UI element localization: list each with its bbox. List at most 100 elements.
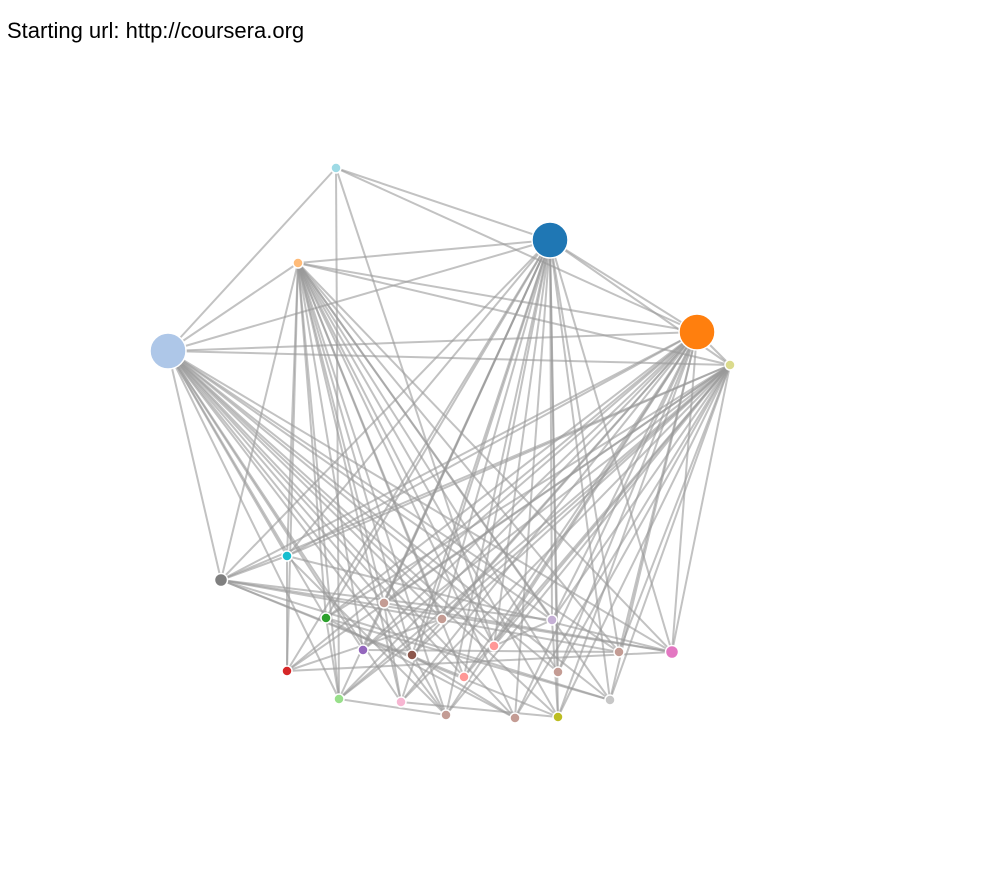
- graph-node[interactable]: [724, 359, 736, 371]
- graph-node[interactable]: [378, 597, 390, 609]
- graph-node[interactable]: [613, 646, 625, 658]
- graph-edge: [551, 331, 698, 621]
- graph-edge: [286, 555, 673, 653]
- graph-edge: [167, 350, 402, 703]
- graph-edge: [167, 350, 673, 653]
- graph-node[interactable]: [406, 649, 418, 661]
- graph-node[interactable]: [458, 671, 470, 683]
- graph-edge: [167, 350, 327, 619]
- graph-edge: [400, 331, 698, 703]
- graph-node[interactable]: [330, 162, 342, 174]
- graph-edge: [557, 364, 731, 673]
- graph-edge: [514, 331, 698, 719]
- starting-url-label: Starting url: http://coursera.org: [7, 18, 305, 43]
- graph-node[interactable]: [281, 550, 293, 562]
- graph-node[interactable]: [546, 614, 558, 626]
- graph-edge: [297, 262, 465, 678]
- graph-edge: [286, 651, 673, 672]
- graph-edge: [557, 331, 698, 718]
- graph-edge: [297, 262, 340, 700]
- graph-edge: [325, 331, 698, 619]
- graph-edge: [297, 262, 673, 653]
- graph-edge: [325, 364, 731, 619]
- graph-edge: [514, 239, 551, 719]
- graph-edge: [220, 331, 698, 581]
- graph-node[interactable]: [531, 221, 569, 259]
- graph-edge: [297, 262, 385, 604]
- graph-edges: [167, 167, 731, 719]
- graph-node[interactable]: [436, 613, 448, 625]
- graph-node[interactable]: [292, 257, 304, 269]
- graph-node[interactable]: [213, 572, 229, 588]
- graph-edge: [493, 239, 551, 647]
- graph-edge: [411, 331, 698, 656]
- graph-edge: [167, 350, 340, 700]
- graph-node[interactable]: [488, 640, 500, 652]
- graph-edge: [441, 239, 551, 620]
- graph-edge: [400, 701, 559, 718]
- graph-edge: [335, 167, 551, 241]
- graph-node[interactable]: [552, 666, 564, 678]
- graph-node[interactable]: [149, 332, 187, 370]
- graph-edge: [297, 239, 551, 264]
- graph-node[interactable]: [552, 711, 564, 723]
- graph-edge: [167, 350, 222, 581]
- graph-edge: [167, 350, 553, 621]
- graph-edge: [325, 617, 611, 701]
- graph-edge: [514, 364, 731, 719]
- graph-edge: [167, 239, 551, 352]
- graph-edge: [411, 364, 731, 656]
- graph-edge: [618, 364, 731, 653]
- graph-edge: [167, 350, 620, 653]
- graph-edge: [297, 262, 698, 333]
- graph-node[interactable]: [604, 694, 616, 706]
- graph-edge: [445, 239, 551, 716]
- graph-edge: [549, 239, 611, 701]
- graph-node[interactable]: [395, 696, 407, 708]
- graph-edge: [383, 602, 402, 703]
- graph-node[interactable]: [333, 693, 345, 705]
- graph-edge: [549, 239, 698, 333]
- graph-node[interactable]: [664, 644, 680, 660]
- graph-edge: [220, 555, 288, 581]
- graph-node[interactable]: [320, 612, 332, 624]
- graph-edge: [445, 364, 731, 716]
- graph-edge: [362, 649, 620, 653]
- graph-edge: [338, 698, 447, 716]
- graph-edge: [383, 602, 673, 653]
- graph-edge: [671, 364, 731, 653]
- graph-edge: [383, 331, 698, 604]
- graph-edge: [167, 350, 385, 604]
- graph-edge: [220, 262, 299, 581]
- graph-edge: [167, 331, 698, 352]
- graph-edge: [167, 167, 337, 352]
- graph-edge: [286, 364, 731, 557]
- graph-edge: [286, 364, 731, 672]
- graph-edge: [338, 364, 731, 700]
- graph-edge: [338, 618, 443, 700]
- graph-edge: [493, 619, 553, 647]
- graph-edge: [297, 262, 620, 653]
- graph-edge: [297, 262, 731, 366]
- graph-edge: [441, 364, 731, 620]
- graph-edge: [167, 350, 559, 673]
- graph-node[interactable]: [509, 712, 521, 724]
- graph-node[interactable]: [357, 644, 369, 656]
- graph-edge: [338, 331, 698, 700]
- graph-edge: [297, 262, 559, 718]
- graph-edge: [411, 654, 516, 719]
- graph-edge: [167, 350, 611, 701]
- graph-node[interactable]: [281, 665, 293, 677]
- graph-edge: [297, 262, 559, 673]
- graph-node[interactable]: [678, 313, 716, 351]
- graph-edge: [286, 239, 551, 557]
- graph-edge: [220, 239, 551, 581]
- graph-edge: [297, 262, 495, 647]
- graph-edge: [286, 555, 447, 716]
- graph-node[interactable]: [440, 709, 452, 721]
- graph-edge: [557, 364, 731, 718]
- graph-edge: [286, 331, 698, 672]
- graph-edge: [325, 617, 340, 700]
- graph-edge: [220, 579, 559, 718]
